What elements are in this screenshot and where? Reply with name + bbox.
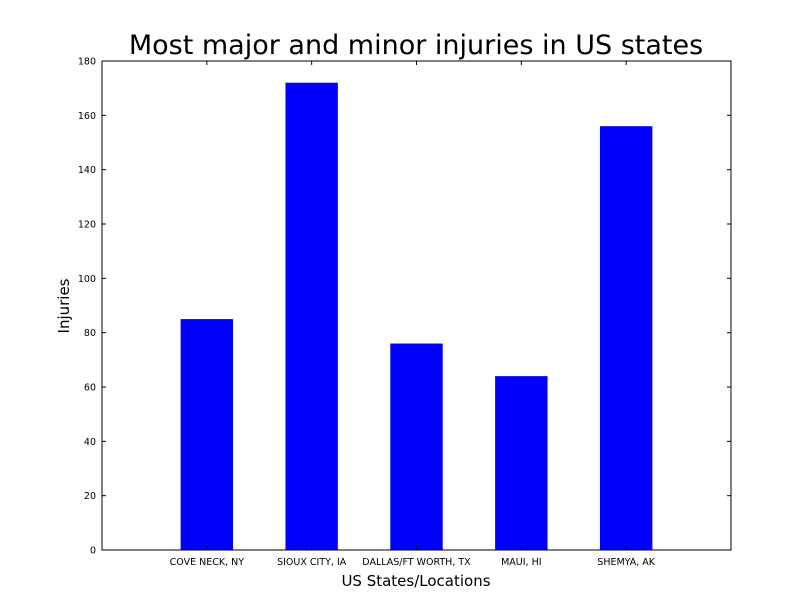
x-tick-label: MAUI, HI — [501, 557, 541, 568]
y-tick-label: 140 — [78, 165, 96, 176]
bars-group — [180, 82, 653, 550]
y-tick-label: 160 — [78, 111, 96, 122]
bar — [390, 343, 443, 550]
chart-title: Most major and minor injuries in US stat… — [129, 30, 703, 61]
x-tick-label: DALLAS/FT WORTH, TX — [362, 557, 471, 568]
y-tick-label: 0 — [90, 546, 96, 557]
bar — [599, 126, 653, 550]
y-tick-label: 120 — [78, 220, 96, 231]
x-tick-label: SHEMYA, AK — [597, 557, 655, 568]
y-tick-label: 80 — [84, 328, 96, 339]
bar — [495, 376, 548, 550]
bar — [180, 319, 234, 550]
y-tick-label: 180 — [78, 57, 96, 68]
y-tick-label: 60 — [84, 383, 96, 394]
y-axis-label: Injuries — [55, 278, 73, 333]
x-axis-ticks: COVE NECK, NY SIOUX CITY, IA DALLAS/FT WOR… — [170, 61, 656, 568]
x-tick-label: SIOUX CITY, IA — [277, 557, 347, 568]
x-tick-label: COVE NECK, NY — [170, 557, 245, 568]
x-axis-label: US States/Locations — [341, 572, 490, 590]
y-tick-label: 20 — [84, 491, 96, 502]
y-tick-label: 40 — [84, 437, 96, 448]
bar — [285, 82, 338, 550]
plot-frame — [101, 60, 732, 551]
y-tick-label: 100 — [78, 274, 96, 285]
